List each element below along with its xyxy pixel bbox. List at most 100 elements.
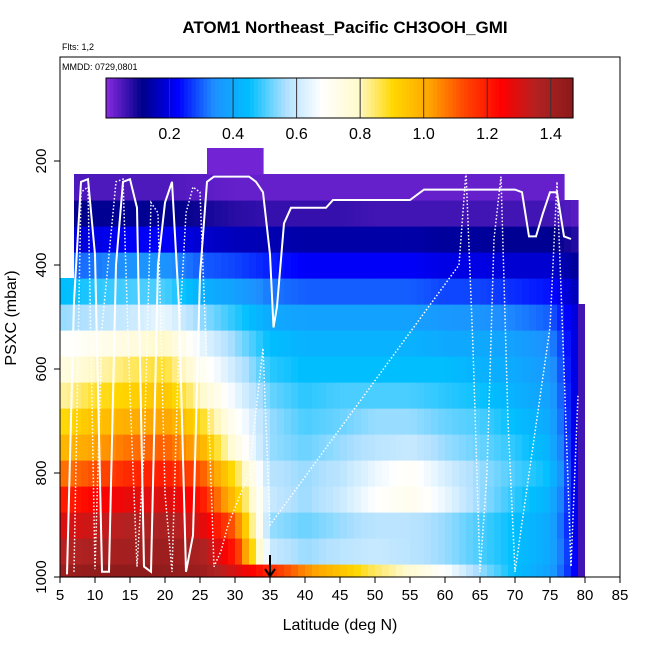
colorbar-swatch xyxy=(281,78,286,118)
heatmap-cell xyxy=(305,330,313,357)
heatmap-cell xyxy=(340,538,348,565)
heatmap-cell xyxy=(550,174,558,201)
heatmap-cell xyxy=(557,486,565,513)
heatmap-cell xyxy=(361,564,369,578)
heatmap-cell xyxy=(564,226,572,253)
heatmap-cell xyxy=(389,252,397,279)
heatmap-cell xyxy=(550,564,558,578)
heatmap-cell xyxy=(298,538,306,565)
colorbar-swatch xyxy=(495,78,500,118)
heatmap-cell xyxy=(557,538,565,565)
heatmap-cell xyxy=(326,174,334,201)
heatmap-cell xyxy=(543,564,551,578)
heatmap-cell xyxy=(312,460,320,487)
heatmap-cell xyxy=(480,408,488,435)
heatmap-cell xyxy=(333,382,341,409)
heatmap-cell xyxy=(186,486,194,513)
heatmap-cell xyxy=(88,330,96,357)
heatmap-cell xyxy=(270,252,278,279)
heatmap-cell xyxy=(109,226,117,253)
heatmap-cell xyxy=(221,200,229,227)
x-tick-label: 80 xyxy=(577,587,594,604)
heatmap-cell xyxy=(179,486,187,513)
heatmap-cell xyxy=(242,200,250,227)
heatmap-cell xyxy=(88,512,96,539)
heatmap-cell xyxy=(480,174,488,201)
heatmap-cell xyxy=(466,304,474,331)
heatmap-cell xyxy=(333,278,341,305)
heatmap-cell xyxy=(291,252,299,279)
heatmap-cell xyxy=(235,460,243,487)
heatmap-cell xyxy=(172,304,180,331)
heatmap-cell xyxy=(249,356,257,383)
heatmap-cell xyxy=(207,382,215,409)
heatmap-cell xyxy=(60,356,68,383)
heatmap-cell xyxy=(389,304,397,331)
heatmap-cell xyxy=(249,564,257,578)
heatmap-cell xyxy=(137,226,145,253)
heatmap-cell xyxy=(235,252,243,279)
heatmap-cell xyxy=(410,538,418,565)
heatmap-cell xyxy=(550,382,558,409)
heatmap-cell xyxy=(445,226,453,253)
heatmap-cell xyxy=(284,252,292,279)
colorbar-swatch xyxy=(246,78,251,118)
colorbar-swatch xyxy=(362,78,368,118)
heatmap-cell xyxy=(270,174,278,201)
colorbar-swatch xyxy=(211,78,216,118)
heatmap-cell xyxy=(200,486,208,513)
heatmap-cell xyxy=(354,408,362,435)
heatmap-cell xyxy=(263,512,271,539)
heatmap-cell xyxy=(249,382,257,409)
colorbar-swatch xyxy=(156,78,162,118)
heatmap-cell xyxy=(151,200,159,227)
heatmap-cell xyxy=(186,330,194,357)
heatmap-cell xyxy=(214,538,222,565)
heatmap-cell xyxy=(249,512,257,539)
heatmap-cell xyxy=(165,278,173,305)
heatmap-cell xyxy=(263,200,271,227)
heatmap-cell xyxy=(438,564,446,578)
heatmap-cell xyxy=(186,382,194,409)
latitude-marker-arrow xyxy=(264,555,276,578)
heatmap-cell xyxy=(578,486,585,513)
heatmap-cell xyxy=(459,564,467,578)
heatmap-cell xyxy=(403,304,411,331)
heatmap-cell xyxy=(263,226,271,253)
heatmap-cell xyxy=(326,408,334,435)
heatmap-cell xyxy=(193,512,201,539)
heatmap-cell xyxy=(326,460,334,487)
colorbar-swatch xyxy=(347,78,352,118)
heatmap-cell xyxy=(221,564,229,578)
heatmap-cell xyxy=(396,460,404,487)
heatmap-cell xyxy=(102,408,110,435)
heatmap-cell xyxy=(277,512,285,539)
heatmap-cell xyxy=(487,382,495,409)
colorbar-swatch xyxy=(378,78,383,118)
heatmap-cell xyxy=(207,486,215,513)
heatmap-cell xyxy=(228,408,236,435)
heatmap-cell xyxy=(270,486,278,513)
colorbar-swatch xyxy=(253,78,259,118)
heatmap-cell xyxy=(137,538,145,565)
heatmap-cell xyxy=(403,382,411,409)
heatmap-cell xyxy=(578,512,585,539)
heatmap-cell xyxy=(312,408,320,435)
colorbar-swatch xyxy=(109,78,115,118)
colorbar-swatch xyxy=(199,78,204,118)
heatmap-cell xyxy=(571,382,579,409)
heatmap-cell xyxy=(403,226,411,253)
heatmap-cell xyxy=(417,564,425,578)
heatmap-cell xyxy=(494,278,502,305)
colorbar-swatch xyxy=(510,78,516,118)
heatmap-cell xyxy=(277,304,285,331)
heatmap-cell xyxy=(424,564,432,578)
heatmap-cell xyxy=(466,486,474,513)
heatmap-cell xyxy=(144,486,152,513)
heatmap-cell xyxy=(151,486,159,513)
heatmap-cell xyxy=(424,252,432,279)
heatmap-cell xyxy=(186,564,194,578)
heatmap-cell xyxy=(67,356,75,383)
heatmap-cell xyxy=(529,382,537,409)
heatmap-cell xyxy=(298,174,306,201)
